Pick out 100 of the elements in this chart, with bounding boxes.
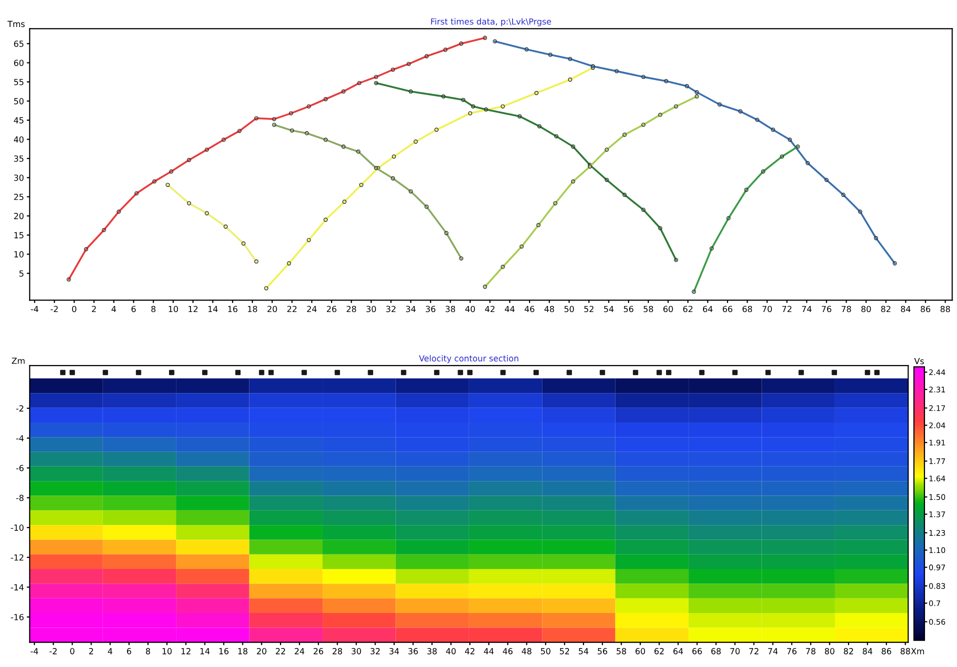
y-tick-label: 40 (14, 136, 24, 143)
y-tick-label: -10 (10, 524, 24, 531)
x-tick-label: 52 (584, 306, 594, 312)
x-tick-label: 34 (406, 306, 416, 312)
line-series (692, 144, 800, 294)
x-tick-label: 72 (782, 306, 792, 312)
x-tick-label: 88 (940, 306, 950, 312)
x-tick-label: 38 (427, 648, 437, 654)
y-tick-label: 25 (14, 194, 24, 200)
x-tick-label: 58 (644, 306, 654, 312)
x-tick-label: 42 (464, 648, 474, 654)
y-tick-label: 20 (14, 212, 24, 220)
x-tick-label: 10 (168, 306, 178, 312)
x-tick-label: 80 (861, 306, 871, 312)
x-tick-label: 78 (842, 306, 852, 312)
x-tick-label: 76 (787, 648, 797, 654)
x-tick-label: -2 (50, 306, 58, 312)
x-tick-label: 14 (200, 648, 210, 654)
y-axis-title: Tms (7, 20, 25, 28)
x-tick-label: 84 (862, 648, 872, 654)
x-tick-label: 40 (465, 306, 475, 312)
y-tick-label: -2 (16, 405, 24, 412)
y-axis-title: Zm (12, 358, 25, 364)
x-tick-label: 12 (181, 648, 190, 654)
chart-title: Velocity contour section (418, 355, 518, 364)
x-tick-label: 4 (112, 306, 116, 312)
x-tick-label: 30 (366, 306, 376, 312)
x-tick-label: 36 (408, 648, 418, 654)
x-tick-label: 78 (806, 648, 816, 654)
y-tick-label: 15 (14, 232, 24, 238)
x-tick-label: 66 (722, 306, 732, 312)
x-tick-label: 22 (276, 648, 286, 654)
x-tick-label: 70 (730, 648, 740, 654)
y-tick-label: -8 (16, 494, 24, 502)
x-tick-label: 48 (544, 306, 554, 312)
x-tick-label: 12 (188, 306, 198, 312)
x-tick-label: 28 (332, 648, 342, 654)
y-tick-label: 55 (14, 78, 24, 86)
x-tick-label: 60 (663, 306, 673, 312)
x-tick-label: 86 (920, 306, 930, 312)
x-tick-label: 2 (92, 306, 96, 312)
y-tick-label: -14 (10, 584, 24, 590)
x-tick-label: 22 (287, 306, 296, 312)
y-tick-label: 5 (19, 270, 24, 277)
x-tick-label: 82 (881, 306, 890, 312)
y-tick-label: 50 (14, 98, 24, 104)
x-tick-label: 54 (604, 306, 614, 312)
x-tick-label: 38 (446, 306, 456, 312)
x-tick-label: 6 (127, 648, 132, 654)
y-tick-label: 10 (14, 251, 24, 258)
x-tick-label: 70 (762, 306, 772, 312)
x-tick-label: 86 (882, 648, 892, 654)
x-tick-label: 4 (108, 648, 112, 654)
x-tick-label: 44 (504, 306, 515, 312)
x-tick-label: 46 (502, 648, 513, 654)
x-tick-label: 56 (624, 306, 634, 312)
x-tick-label: 24 (294, 648, 304, 654)
x-tick-label: 80 (824, 648, 834, 654)
x-tick-label: 24 (307, 306, 317, 312)
line-series (264, 66, 595, 290)
x-tick-label: 76 (822, 306, 832, 312)
x-tick-label: 52 (560, 648, 570, 654)
y-tick-label: 30 (14, 174, 24, 181)
x-tick-label: 68 (742, 306, 752, 312)
y-tick-label: 65 (14, 40, 24, 47)
x-tick-label: 64 (673, 648, 683, 654)
x-tick-label: 44 (484, 648, 494, 654)
x-tick-label: 62 (654, 648, 664, 654)
x-tick-label: 16 (219, 648, 229, 654)
y-tick-label: 45 (14, 117, 24, 124)
x-tick-label: 34 (389, 648, 399, 654)
x-tick-label: 40 (446, 648, 456, 654)
x-tick-label: 0 (70, 648, 74, 654)
x-tick-label: 74 (768, 648, 778, 654)
x-tick-label: -4 (30, 648, 38, 654)
x-tick-label: 64 (703, 306, 713, 312)
x-tick-label: -2 (50, 648, 57, 654)
x-tick-label: 20 (256, 648, 266, 654)
x-tick-label: 84 (900, 306, 911, 312)
x-tick-label: 14 (208, 306, 218, 312)
x-tick-label: 50 (540, 648, 550, 654)
y-tick-label: -12 (10, 554, 24, 561)
x-tick-label: -4 (30, 306, 38, 312)
x-tick-label: 26 (314, 648, 324, 654)
x-tick-label: 8 (146, 648, 150, 654)
x-tick-label: 68 (711, 648, 721, 654)
x-tick-label: 62 (683, 306, 692, 312)
x-tick-label: 46 (524, 306, 534, 312)
x-tick-label: 42 (485, 306, 494, 312)
x-tick-label: 82 (844, 648, 854, 654)
x-tick-label: 88 (900, 648, 910, 654)
x-tick-label: 36 (426, 306, 436, 312)
x-tick-label: 8 (151, 306, 156, 312)
x-tick-label: 50 (564, 306, 574, 312)
x-tick-label: 2 (89, 648, 94, 654)
y-tick-label: -6 (16, 464, 24, 472)
x-tick-label: 54 (578, 648, 588, 654)
x-tick-label: 10 (162, 648, 172, 654)
x-tick-label: 0 (72, 306, 76, 312)
x-axis-title: Xm (911, 648, 924, 654)
